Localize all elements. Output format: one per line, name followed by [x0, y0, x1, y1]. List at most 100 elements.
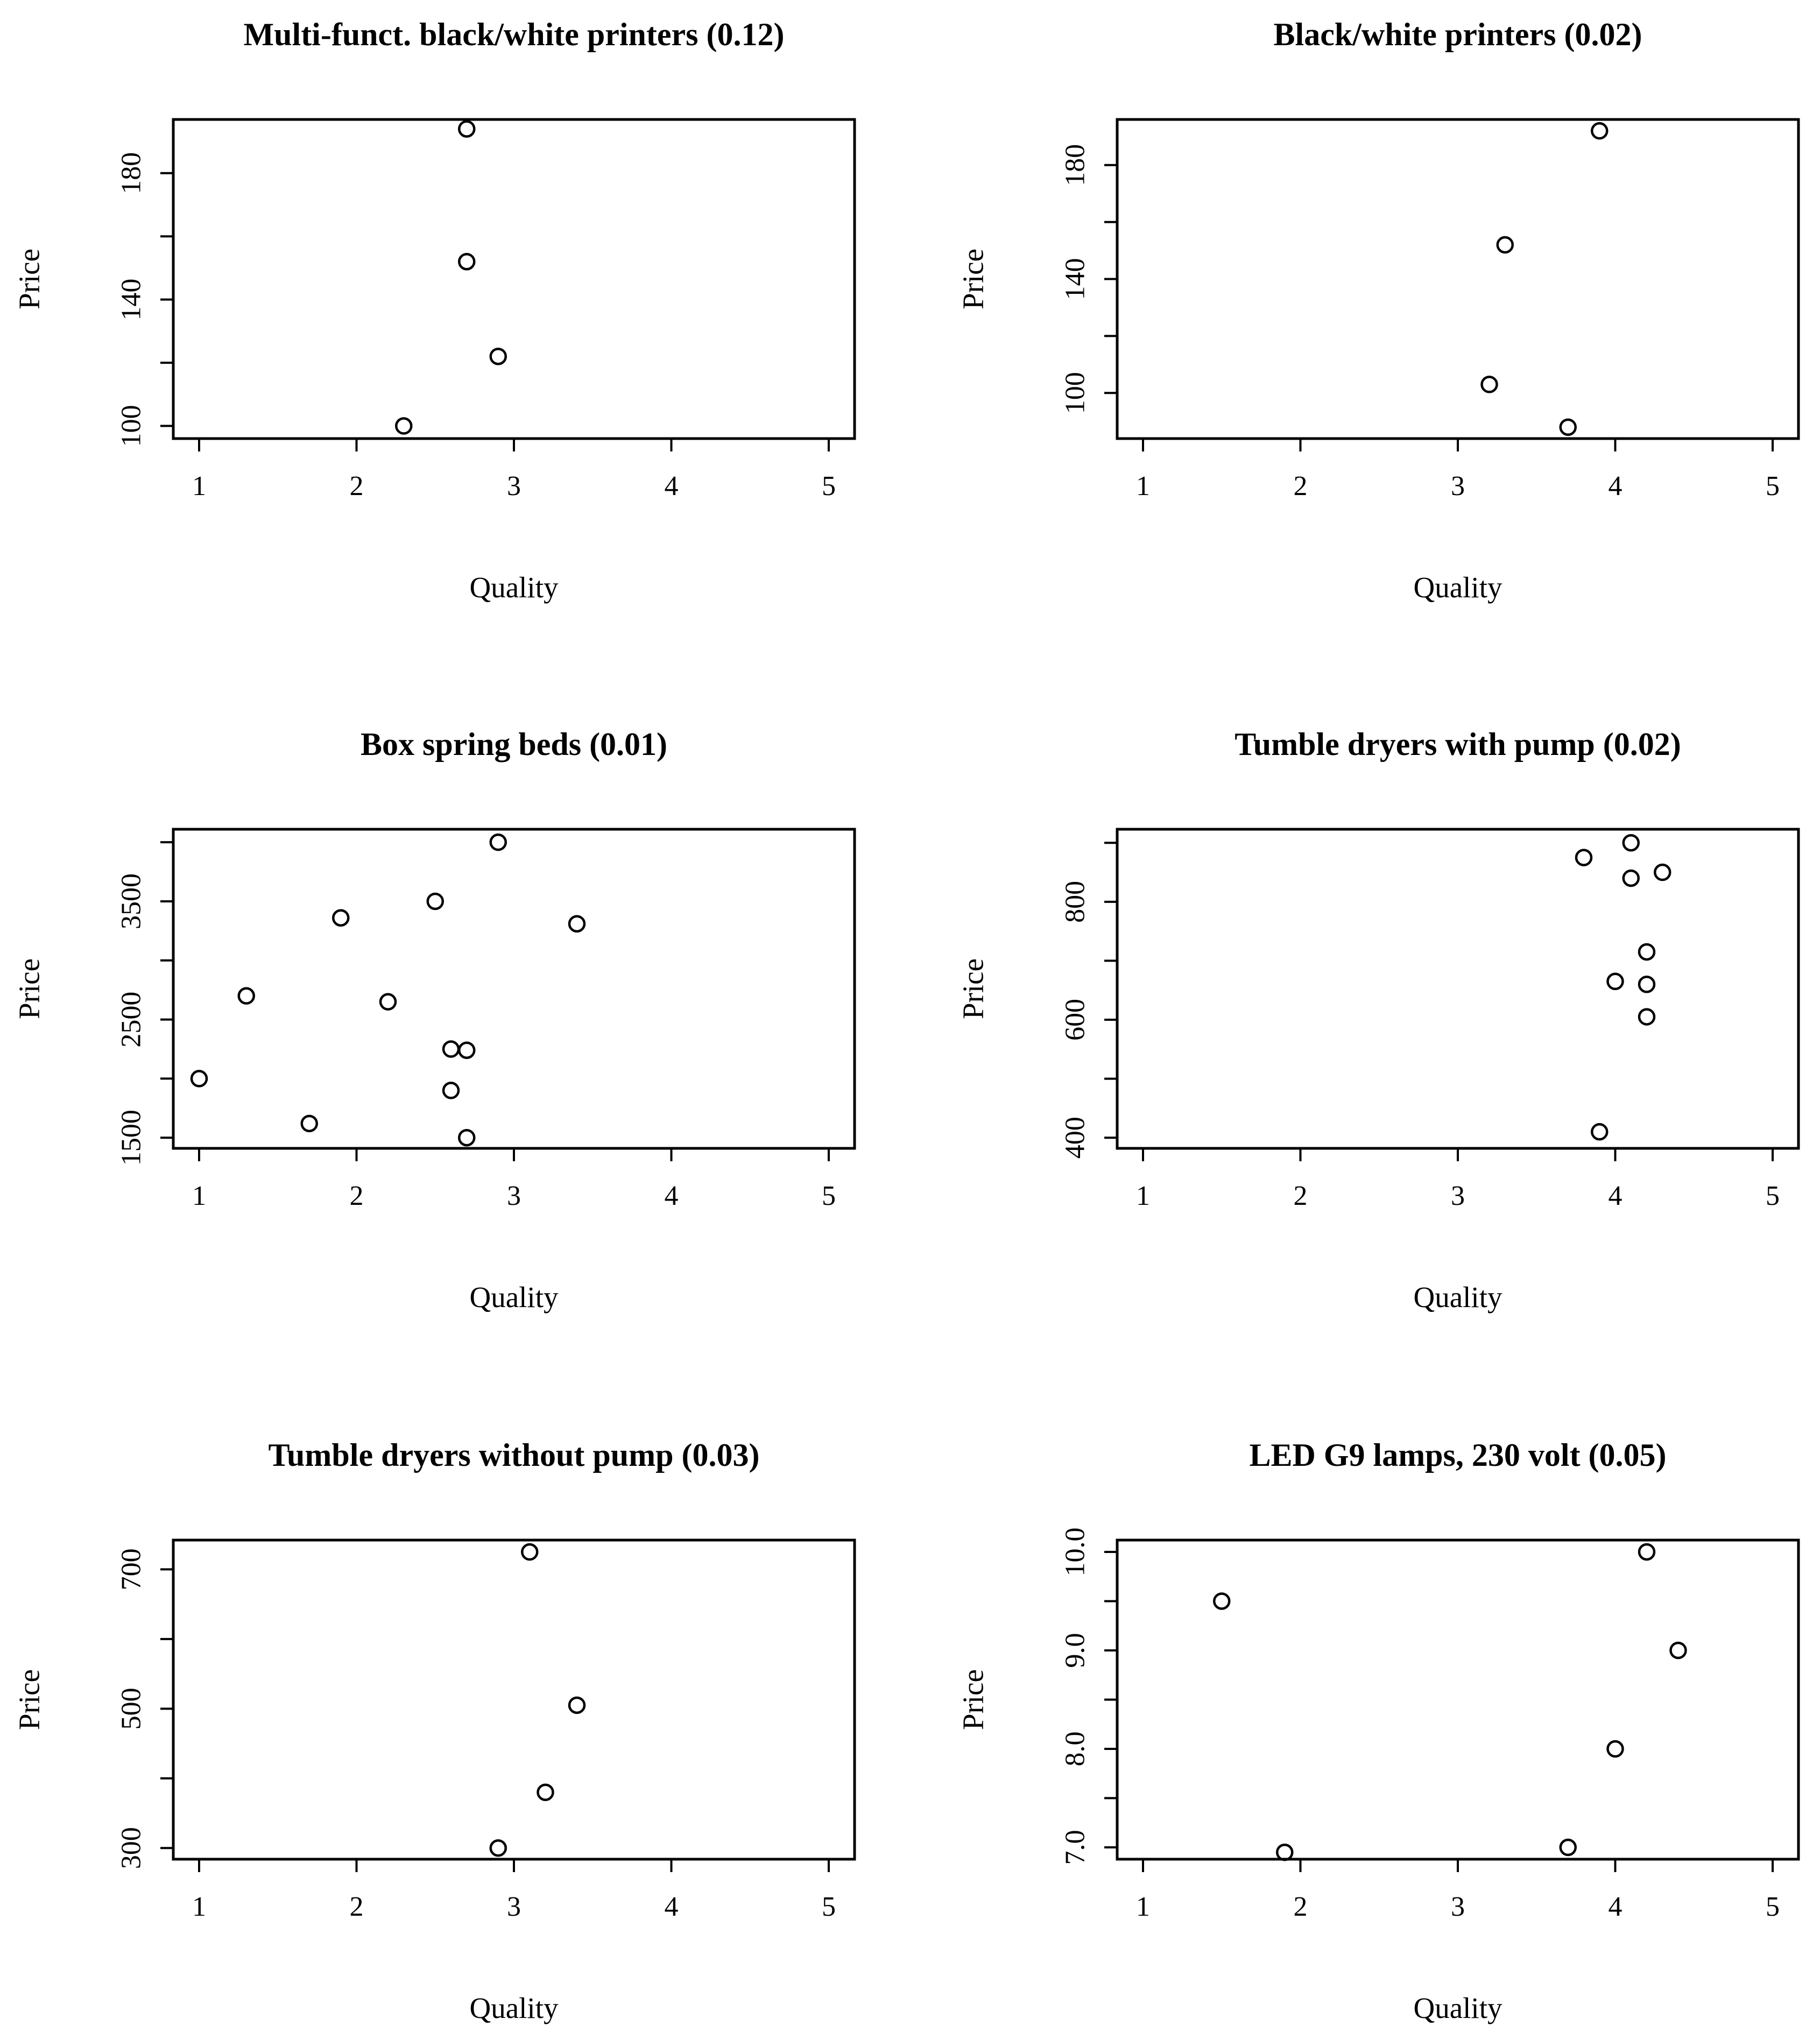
y-tick-label: 10.0 [1060, 1527, 1091, 1576]
y-tick-label: 7.0 [1060, 1830, 1091, 1865]
data-point [395, 417, 413, 435]
y-tick-label: 140 [1060, 258, 1091, 300]
data-point [1638, 976, 1656, 993]
data-point [568, 1696, 586, 1714]
data-point [1213, 1592, 1231, 1610]
data-point [1606, 1740, 1624, 1758]
data-point [1654, 863, 1671, 881]
data-point [1591, 122, 1609, 140]
x-tick-label: 2 [1294, 471, 1308, 502]
data-point [537, 1783, 554, 1801]
x-tick-label: 4 [665, 471, 679, 502]
plot-frame [172, 1538, 856, 1861]
x-tick-label: 2 [350, 1181, 364, 1211]
x-tick-label: 5 [822, 471, 836, 502]
y-tick-label: 800 [1060, 881, 1091, 923]
y-axis-label: Price [957, 249, 990, 309]
data-point [1480, 376, 1498, 393]
panel-title: LED G9 lamps, 230 volt (0.05) [1249, 1437, 1666, 1473]
x-tick-label: 4 [1609, 1181, 1623, 1211]
plot-frame [172, 118, 856, 440]
panel-title: Multi-funct. black/white printers (0.12) [244, 17, 785, 52]
y-tick-label: 400 [1060, 1117, 1091, 1159]
y-tick-label: 100 [1060, 372, 1091, 414]
x-tick-label: 3 [507, 1891, 521, 1922]
x-tick-label: 3 [1451, 1891, 1465, 1922]
x-tick-label: 2 [350, 471, 364, 502]
data-point [1606, 972, 1624, 991]
data-point [458, 252, 476, 271]
x-tick-label: 2 [350, 1891, 364, 1922]
y-tick-label: 2500 [116, 992, 147, 1048]
data-point [1638, 943, 1656, 961]
y-tick-label: 8.0 [1060, 1732, 1091, 1767]
data-point [1575, 849, 1593, 866]
x-tick-label: 4 [665, 1891, 679, 1922]
panel-title: Black/white printers (0.02) [1274, 17, 1642, 52]
data-point [442, 1082, 460, 1099]
y-tick-label: 300 [116, 1827, 147, 1869]
x-tick-label: 4 [1609, 1891, 1623, 1922]
data-point [1591, 1123, 1609, 1141]
data-point [300, 1114, 318, 1133]
plot-frame [1116, 118, 1800, 440]
data-point [489, 833, 507, 851]
panel-title: Box spring beds (0.01) [361, 726, 667, 762]
x-tick-label: 4 [1609, 471, 1623, 502]
data-point [458, 1128, 476, 1147]
data-point [1496, 236, 1514, 254]
y-tick-label: 9.0 [1060, 1633, 1091, 1668]
y-axis-label: Price [957, 958, 990, 1019]
data-point [489, 1839, 507, 1857]
y-axis-label: Price [13, 958, 46, 1019]
x-axis-label: Quality [1414, 1281, 1502, 1314]
x-tick-label: 1 [1136, 471, 1150, 502]
x-axis-label: Quality [470, 571, 559, 604]
x-axis-label: Quality [470, 1281, 559, 1314]
x-axis-label: Quality [470, 1992, 559, 2024]
plot-frame [1116, 828, 1800, 1150]
x-tick-label: 1 [1136, 1891, 1150, 1922]
y-tick-label: 600 [1060, 999, 1091, 1041]
data-point [190, 1070, 208, 1088]
data-point [1669, 1641, 1687, 1660]
data-point [1638, 1543, 1656, 1561]
plot-frame [172, 828, 856, 1150]
y-tick-label: 3500 [116, 873, 147, 929]
chart-panel-1: Multi-funct. black/white printers (0.12)… [13, 17, 856, 604]
data-point [442, 1040, 460, 1058]
data-point [1638, 1008, 1656, 1026]
data-point [1276, 1843, 1294, 1861]
x-tick-label: 3 [507, 1181, 521, 1211]
y-tick-label: 500 [116, 1688, 147, 1730]
x-axis-label: Quality [1414, 1992, 1502, 2024]
data-point [521, 1543, 539, 1561]
x-tick-label: 5 [1766, 1891, 1780, 1922]
x-tick-label: 3 [1451, 471, 1465, 502]
x-tick-label: 1 [192, 471, 206, 502]
x-tick-label: 1 [192, 1181, 206, 1211]
y-tick-label: 180 [116, 152, 147, 194]
x-tick-label: 5 [822, 1181, 836, 1211]
y-axis-label: Price [13, 1669, 46, 1730]
data-point [1622, 834, 1640, 852]
y-tick-label: 140 [116, 279, 147, 321]
x-tick-label: 3 [1451, 1181, 1465, 1211]
x-tick-label: 2 [1294, 1891, 1308, 1922]
chart-panel-2: Black/white printers (0.02) 1 2 3 4 5 100 140 18… [957, 17, 1800, 604]
chart-panel-5: Tumble dryers without pump (0.03) 1 2 3 4 5 30… [13, 1437, 856, 2024]
panel-title: Tumble dryers without pump (0.03) [269, 1437, 760, 1473]
data-point [458, 1041, 476, 1059]
x-tick-label: 1 [1136, 1181, 1150, 1211]
data-point [379, 993, 397, 1011]
data-point [237, 987, 255, 1005]
x-tick-label: 5 [822, 1891, 836, 1922]
x-tick-label: 1 [192, 1891, 206, 1922]
y-axis-label: Price [13, 249, 46, 309]
x-tick-label: 3 [507, 471, 521, 502]
x-tick-label: 4 [665, 1181, 679, 1211]
chart-panel-3: Box spring beds (0.01) 1 2 3 4 5 1500 2500 3500 Q… [13, 726, 856, 1314]
x-tick-label: 2 [1294, 1181, 1308, 1211]
y-tick-label: 100 [116, 405, 147, 447]
